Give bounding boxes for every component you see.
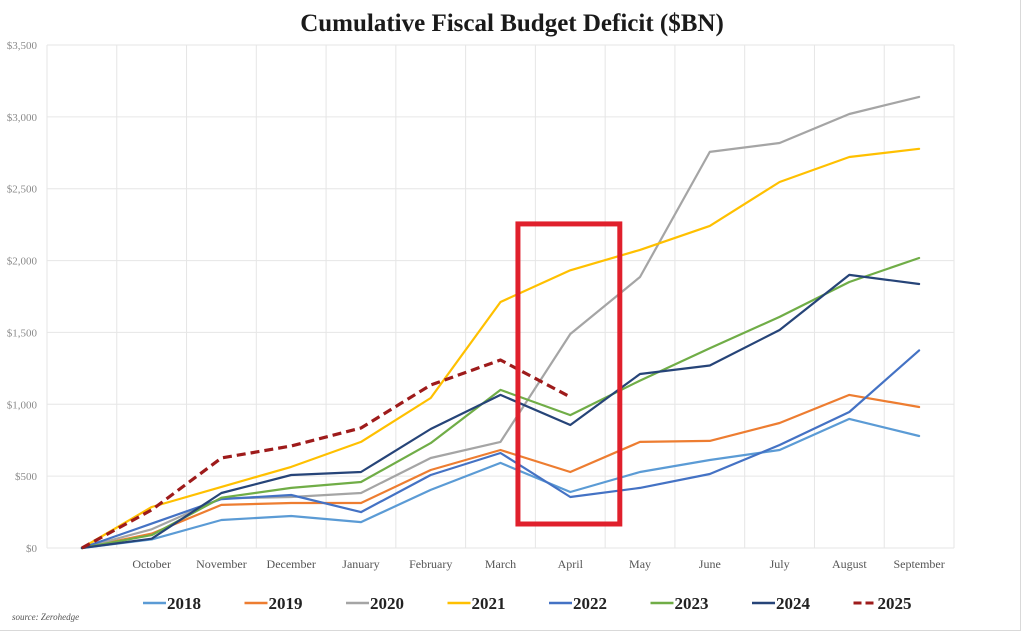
x-tick-label: November <box>196 557 247 571</box>
legend-item-2024: 2024 <box>752 594 811 613</box>
legend-item-2020: 2020 <box>346 594 404 613</box>
x-tick-label: June <box>699 557 721 571</box>
legend-item-2022: 2022 <box>549 594 607 613</box>
y-tick-label: $2,000 <box>7 256 38 268</box>
y-tick-label: $3,000 <box>7 112 38 124</box>
y-tick-label: $3,500 <box>7 40 38 52</box>
y-tick-label: $1,500 <box>7 327 38 339</box>
grid <box>46 44 955 549</box>
legend-item-2023: 2023 <box>650 594 709 613</box>
annotations <box>515 221 623 527</box>
y-tick-label: $0 <box>26 543 38 555</box>
x-axis-ticks: October November December January February Ma… <box>132 557 944 571</box>
legend-label: 2023 <box>675 594 709 613</box>
legend: 2018 2019 2020 2021 2022 2023 2024 2025 <box>143 594 912 613</box>
legend-label: 2021 <box>472 594 506 613</box>
series-group <box>80 95 921 550</box>
legend-item-2019: 2019 <box>244 594 303 613</box>
series-line-2019 <box>80 393 921 550</box>
legend-item-2021: 2021 <box>447 594 506 613</box>
series-line-2025 <box>81 358 572 550</box>
x-tick-label: May <box>629 557 651 571</box>
chart-title: Cumulative Fiscal Budget Deficit ($BN) <box>300 10 724 37</box>
x-tick-label: August <box>832 557 867 571</box>
series-line-2020 <box>80 95 921 550</box>
legend-label: 2025 <box>878 594 912 613</box>
series-line-2018 <box>80 417 921 550</box>
x-tick-label: March <box>485 557 516 571</box>
y-tick-label: $2,500 <box>7 184 38 196</box>
series-line-2023 <box>80 256 921 550</box>
y-tick-label: $500 <box>15 471 38 483</box>
series-line-2024 <box>80 273 921 550</box>
x-tick-label: April <box>558 557 584 571</box>
highlight-box <box>515 221 623 527</box>
legend-label: 2020 <box>370 594 404 613</box>
legend-label: 2018 <box>167 594 201 613</box>
x-tick-label: January <box>342 557 379 571</box>
source-note: source: Zerohedge <box>12 612 79 622</box>
x-tick-label: September <box>893 557 944 571</box>
x-tick-label: February <box>409 557 452 571</box>
x-tick-label: December <box>267 557 316 571</box>
y-axis-ticks: $0 $500 $1,000 $1,500 $2,000 $2,500 $3,000 $3,5… <box>7 40 38 555</box>
series-line-2021 <box>80 147 921 550</box>
legend-item-2025: 2025 <box>853 594 912 613</box>
x-tick-label: October <box>132 557 171 571</box>
y-tick-label: $1,000 <box>7 399 38 411</box>
legend-label: 2022 <box>573 594 607 613</box>
legend-label: 2019 <box>269 594 303 613</box>
legend-item-2018: 2018 <box>143 594 201 613</box>
x-tick-label: July <box>770 557 790 571</box>
legend-label: 2024 <box>776 594 811 613</box>
